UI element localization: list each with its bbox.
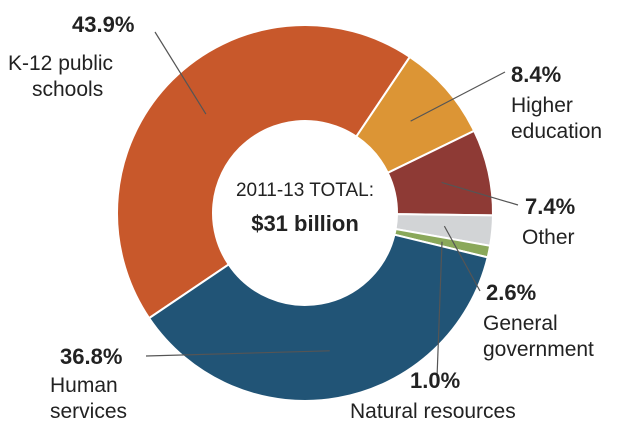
- general-gov-category-label-line1: General: [483, 312, 558, 335]
- other-percent-label: 7.4%: [525, 194, 575, 219]
- k12-category-label-line1: K-12 public: [8, 52, 113, 75]
- human-services-leader-line: [145, 350, 330, 357]
- human-services-slice: [147, 233, 489, 402]
- slices-group: [116, 24, 494, 402]
- center-value: $31 billion: [251, 211, 359, 236]
- center-title: 2011-13 TOTAL:: [236, 180, 374, 201]
- other-category-label: Other: [522, 226, 575, 249]
- human-services-category-label-line1: Human: [50, 374, 118, 397]
- natural-res-category-label: Natural resources: [350, 400, 516, 423]
- human-services-category-label-line2: services: [50, 400, 127, 423]
- k12-leader-line: [154, 31, 207, 115]
- human-services-percent-label: 36.8%: [60, 344, 122, 369]
- k12-category-label-line2: schools: [32, 78, 103, 101]
- higher-ed-category-label-line2: education: [511, 120, 602, 143]
- k12-percent-label: 43.9%: [72, 12, 134, 37]
- other-leader-line: [441, 181, 519, 206]
- general-gov-category-label-line2: government: [483, 338, 594, 361]
- higher-ed-leader-line: [410, 71, 506, 122]
- natural-res-percent-label: 1.0%: [410, 368, 460, 393]
- natural-res-leader-line: [436, 241, 443, 379]
- leader-lines-group: [145, 31, 519, 379]
- higher-ed-category-label-line1: Higher: [511, 94, 573, 117]
- general-gov-percent-label: 2.6%: [486, 280, 536, 305]
- higher-ed-percent-label: 8.4%: [511, 62, 561, 87]
- general-gov-leader-line: [443, 225, 481, 292]
- donut-hole: [213, 121, 397, 305]
